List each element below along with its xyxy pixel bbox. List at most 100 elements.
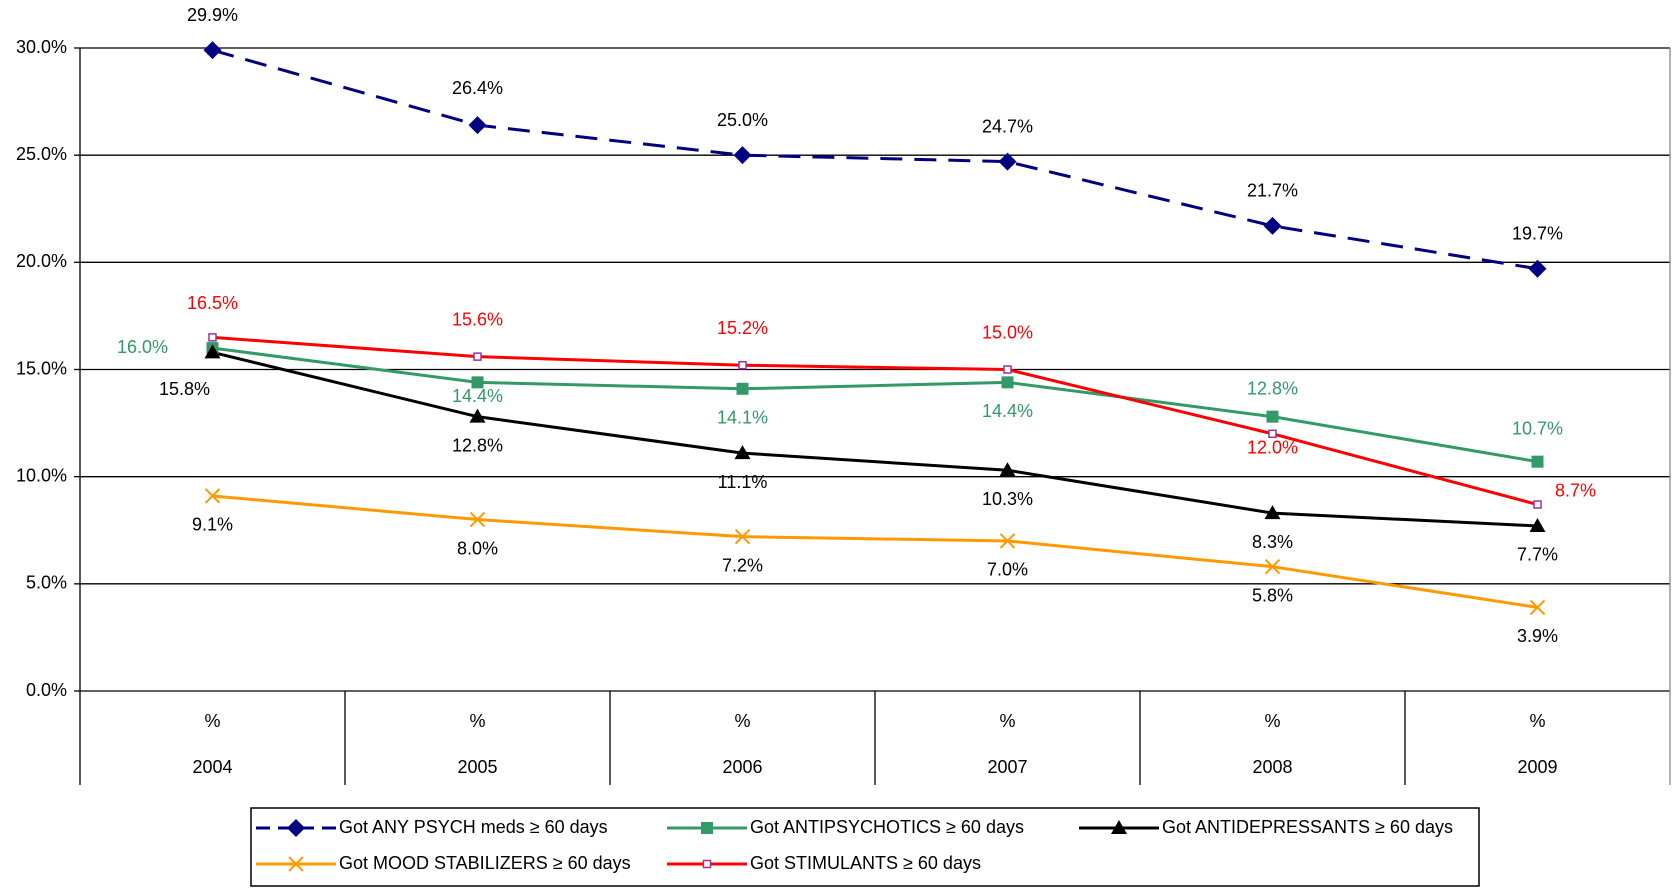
y-tick-label: 0.0% (26, 680, 67, 700)
x-tick-label: 2008 (1252, 757, 1292, 777)
marker (471, 376, 484, 389)
x-tick-label: 2006 (722, 757, 762, 777)
data-label: 7.0% (987, 560, 1028, 580)
legend-label: Got MOOD STABILIZERS ≥ 60 days (339, 853, 631, 873)
x-tick-label: 2005 (457, 757, 497, 777)
data-label: 29.9% (187, 5, 238, 25)
y-tick-label: 5.0% (26, 573, 67, 593)
data-label: 26.4% (452, 78, 503, 98)
data-label: 7.7% (1517, 545, 1558, 565)
data-label: 14.4% (982, 401, 1033, 421)
data-label: 15.8% (159, 379, 210, 399)
legend-marker (287, 819, 305, 837)
data-label: 21.7% (1247, 181, 1298, 201)
series-line (212, 494, 1538, 609)
series-line (212, 350, 1538, 528)
series-line (212, 335, 1538, 506)
marker (1531, 455, 1544, 468)
marker (287, 819, 305, 837)
marker (1528, 259, 1547, 278)
marker (1529, 517, 1546, 532)
marker (204, 344, 221, 359)
marker (738, 360, 747, 370)
x-unit-label: % (1264, 711, 1280, 731)
x-unit-label: % (469, 711, 485, 731)
y-tick-label: 20.0% (16, 251, 67, 271)
y-tick-label: 30.0% (16, 37, 67, 57)
legend-label: Got STIMULANTS ≥ 60 days (750, 853, 981, 873)
data-label: 3.9% (1517, 626, 1558, 646)
x-tick-label: 2007 (987, 757, 1027, 777)
series-line (212, 48, 1538, 271)
marker (203, 41, 222, 60)
marker (733, 146, 752, 165)
marker (469, 408, 486, 423)
data-label: 15.2% (717, 318, 768, 338)
x-unit-label: % (734, 711, 750, 731)
legend-marker (288, 856, 304, 872)
data-label: 5.8% (1252, 585, 1293, 605)
y-tick-label: 10.0% (16, 465, 67, 485)
marker (999, 462, 1016, 477)
marker (1111, 820, 1127, 834)
legend-label: Got ANY PSYCH meds ≥ 60 days (339, 817, 608, 837)
marker (288, 856, 304, 872)
data-label: 12.8% (1247, 378, 1298, 398)
marker (702, 859, 712, 869)
marker (469, 511, 486, 528)
marker (1003, 365, 1012, 374)
marker (999, 533, 1016, 549)
data-label: 16.0% (117, 337, 168, 357)
data-label: 25.0% (717, 110, 768, 130)
marker (1264, 558, 1281, 575)
legend-marker (1111, 820, 1127, 834)
marker (1263, 216, 1282, 235)
marker (1268, 429, 1277, 439)
data-label: 19.7% (1512, 224, 1563, 244)
marker (204, 488, 221, 504)
x-unit-label: % (204, 711, 220, 731)
marker (734, 528, 751, 545)
marker (998, 152, 1017, 171)
data-label: 8.3% (1252, 532, 1293, 552)
data-label: 24.7% (982, 116, 1033, 136)
marker (468, 116, 487, 135)
legend-box (250, 807, 1480, 887)
data-label: 12.0% (1247, 438, 1298, 458)
y-tick-label: 25.0% (16, 144, 67, 164)
marker (1264, 505, 1281, 520)
marker (701, 822, 713, 834)
data-label: 12.8% (452, 435, 503, 455)
x-tick-label: 2004 (192, 757, 232, 777)
y-tick-label: 15.0% (16, 358, 67, 378)
data-label: 8.0% (457, 538, 498, 558)
data-label: 10.7% (1512, 418, 1563, 438)
data-label: 10.3% (982, 489, 1033, 509)
data-label: 11.1% (718, 472, 768, 492)
marker (473, 352, 482, 361)
x-unit-label: % (1529, 711, 1545, 731)
x-unit-label: % (999, 711, 1015, 731)
marker (734, 445, 751, 460)
data-label: 15.0% (982, 322, 1033, 342)
legend-marker (701, 822, 713, 834)
series-line (212, 346, 1538, 464)
data-label: 7.2% (722, 555, 763, 575)
marker (1533, 500, 1542, 509)
x-tick-label: 2009 (1517, 757, 1557, 777)
data-label: 14.1% (717, 408, 768, 428)
marker (736, 382, 749, 395)
legend-label: Got ANTIDEPRESSANTS ≥ 60 days (1162, 817, 1453, 837)
data-label: 14.4% (452, 386, 503, 406)
data-label: 8.7% (1555, 480, 1596, 500)
legend-marker (702, 859, 712, 869)
marker (1266, 410, 1279, 423)
marker (1001, 376, 1014, 389)
data-label: 16.5% (187, 293, 238, 313)
marker (1529, 599, 1546, 616)
data-label: 15.6% (452, 309, 503, 329)
marker (208, 333, 217, 342)
data-label: 9.1% (192, 515, 233, 535)
